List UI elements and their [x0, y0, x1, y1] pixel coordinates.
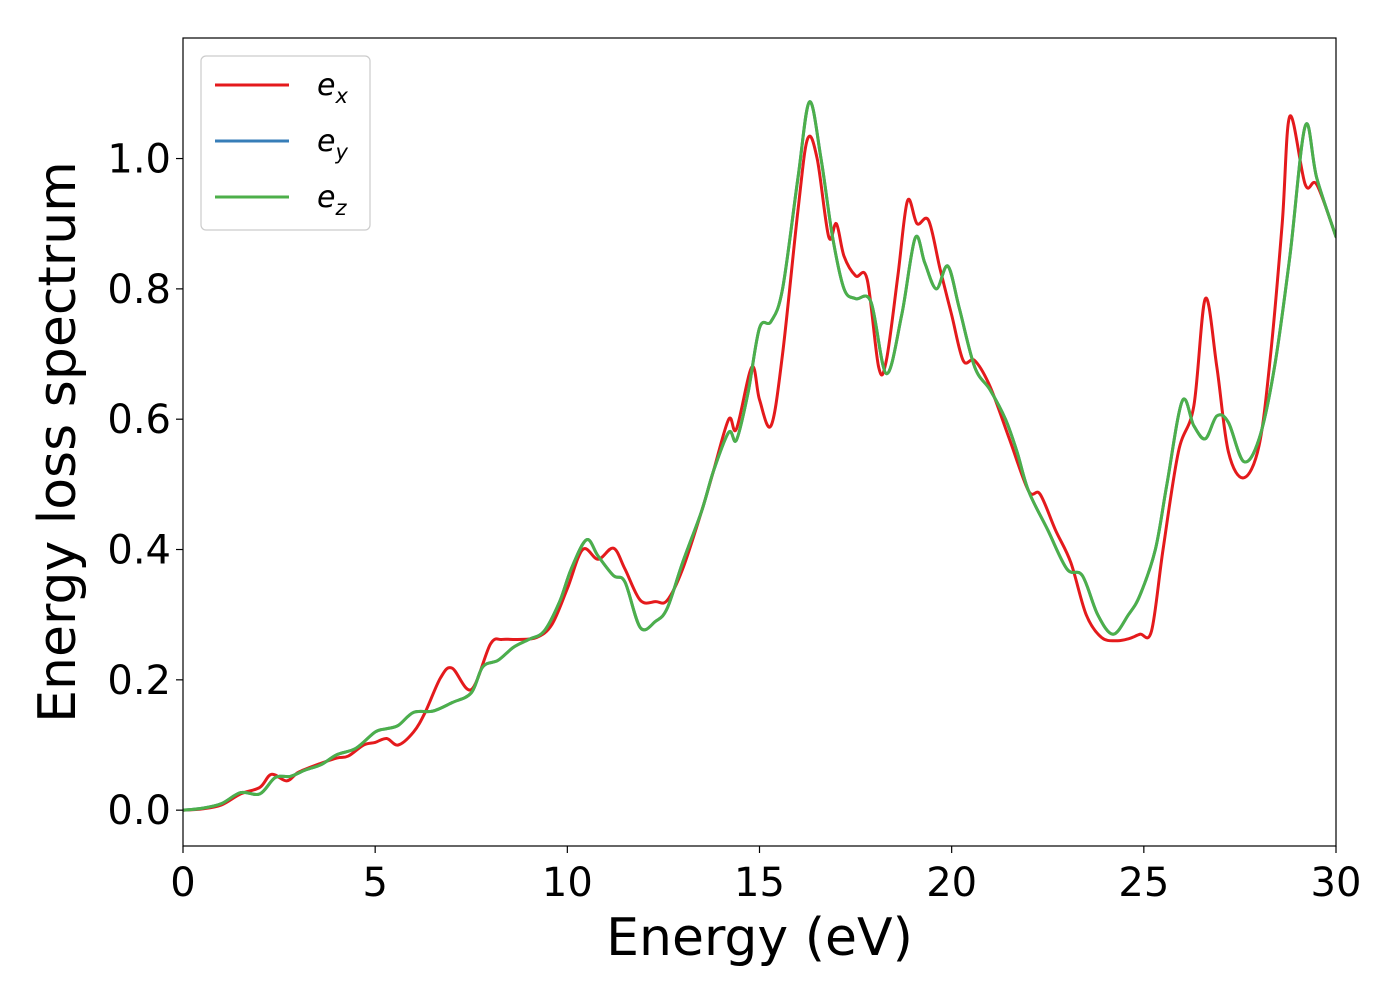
series-line-e-x — [183, 114, 1336, 812]
series-line-e-z — [183, 100, 1336, 812]
y-tick-label: 0.2 — [107, 658, 171, 704]
x-tick-label: 20 — [926, 860, 977, 906]
x-axis-ticks: 0 5 10 15 20 25 30 — [170, 846, 1361, 906]
legend: ex ey ez — [200, 55, 371, 231]
x-tick-label: 15 — [734, 860, 785, 906]
x-tick-label: 25 — [1118, 860, 1169, 906]
y-tick-label: 1.0 — [107, 137, 171, 183]
x-tick-label: 0 — [170, 860, 195, 906]
x-tick-label: 10 — [542, 860, 593, 906]
y-tick-label: 0.4 — [107, 528, 171, 574]
plot-area — [183, 38, 1336, 846]
x-tick-label: 5 — [362, 860, 387, 906]
series-layer — [183, 100, 1336, 812]
legend-label-e-y: ey — [317, 124, 348, 164]
legend-label-e-x: ex — [317, 68, 348, 108]
y-tick-label: 0.6 — [107, 397, 171, 443]
legend-label-e-z: ez — [317, 180, 347, 220]
legend-box — [200, 55, 371, 231]
y-axis-label: Energy loss spectrum — [28, 161, 88, 723]
x-tick-label: 30 — [1311, 860, 1362, 906]
y-tick-label: 0.0 — [107, 788, 171, 834]
y-axis-ticks: 0.0 0.2 0.4 0.6 0.8 1.0 — [107, 137, 183, 834]
y-tick-label: 0.8 — [107, 267, 171, 313]
x-axis-label: Energy (eV) — [606, 908, 913, 968]
